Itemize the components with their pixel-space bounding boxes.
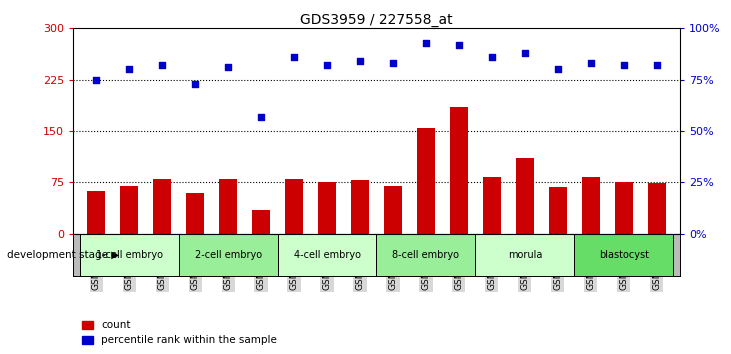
Point <box>222 64 234 70</box>
Point <box>420 40 432 46</box>
Point <box>453 42 465 47</box>
Bar <box>648 183 666 234</box>
Text: 2-cell embryo: 2-cell embryo <box>194 250 262 260</box>
Bar <box>351 180 369 234</box>
Point <box>91 77 102 82</box>
Bar <box>475 234 575 276</box>
Text: 1-cell embryo: 1-cell embryo <box>96 250 163 260</box>
Bar <box>219 179 237 234</box>
Bar <box>278 234 376 276</box>
Bar <box>482 177 501 234</box>
Point <box>486 54 498 60</box>
Bar <box>153 179 171 234</box>
Title: GDS3959 / 227558_at: GDS3959 / 227558_at <box>300 13 452 27</box>
Point <box>387 61 399 66</box>
Point <box>354 58 366 64</box>
Bar <box>376 234 475 276</box>
Bar <box>252 210 270 234</box>
Bar <box>120 186 138 234</box>
Bar <box>178 234 278 276</box>
Bar <box>450 107 468 234</box>
Point <box>255 114 267 119</box>
Text: morula: morula <box>507 250 542 260</box>
Point <box>189 81 201 87</box>
Legend: count, percentile rank within the sample: count, percentile rank within the sample <box>78 316 281 349</box>
Point <box>519 50 531 56</box>
Bar <box>80 234 178 276</box>
Text: blastocyst: blastocyst <box>599 250 649 260</box>
Bar <box>417 127 435 234</box>
Point <box>585 61 596 66</box>
Point <box>156 62 168 68</box>
Text: 4-cell embryo: 4-cell embryo <box>294 250 360 260</box>
Point <box>552 67 564 72</box>
Bar <box>186 193 204 234</box>
Point <box>321 62 333 68</box>
Bar <box>582 177 600 234</box>
Text: 8-cell embryo: 8-cell embryo <box>393 250 459 260</box>
Bar <box>549 187 567 234</box>
Bar <box>575 234 673 276</box>
Bar <box>516 158 534 234</box>
Point <box>651 62 662 68</box>
Point <box>618 62 629 68</box>
Point <box>288 54 300 60</box>
Bar <box>285 179 303 234</box>
Text: development stage ▶: development stage ▶ <box>7 250 120 260</box>
Point <box>124 67 135 72</box>
Bar <box>318 182 336 234</box>
Bar <box>615 182 633 234</box>
Bar <box>87 191 105 234</box>
Bar <box>384 186 402 234</box>
